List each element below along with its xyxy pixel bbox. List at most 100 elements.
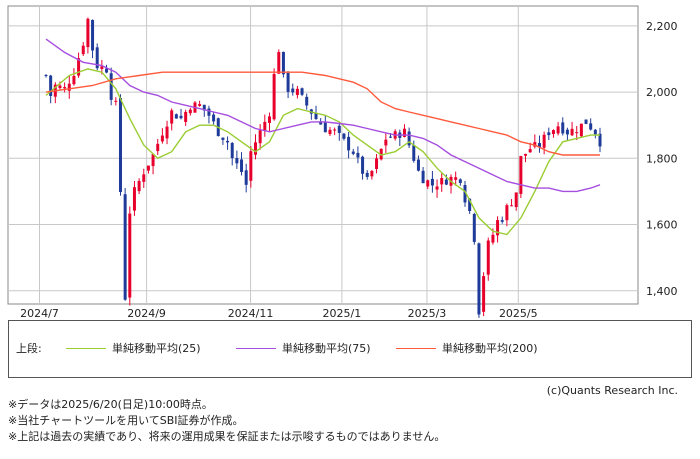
candle-body: [258, 130, 262, 144]
candle-body: [472, 213, 476, 242]
candle-body: [556, 126, 560, 134]
candle-body: [412, 145, 416, 161]
candle-body: [151, 154, 155, 167]
candle-body: [402, 128, 406, 137]
candle-body: [342, 133, 346, 139]
legend-swatch-ma75: [236, 347, 276, 349]
x-tick-label: 2025/5: [499, 307, 538, 320]
candle-body: [361, 156, 365, 174]
note-1: ※データは2025/6/20(日足)10:00時点。: [8, 398, 213, 411]
candle-body: [524, 153, 528, 156]
candle-body: [202, 104, 206, 111]
ma-line-25: [45, 68, 600, 236]
candle-body: [579, 123, 583, 137]
candle-body: [416, 159, 420, 171]
candle-body: [444, 179, 448, 185]
candle-body: [575, 132, 579, 134]
candle-body: [295, 88, 299, 96]
candle-body: [81, 45, 85, 55]
candle-body: [179, 115, 183, 119]
candle-body: [146, 165, 150, 171]
price-chart: 1,400 1,600 1,800 2,000 2,200 2024/7 2024/9 202…: [7, 5, 678, 320]
x-tick-label: 2025/3: [408, 307, 447, 320]
candle-body: [551, 130, 555, 135]
candle-body: [188, 109, 192, 114]
candle-body: [491, 234, 495, 243]
candle-body: [137, 180, 141, 192]
candle-body: [435, 186, 439, 190]
candle-body: [272, 73, 276, 120]
candle-body: [519, 156, 523, 194]
candle-body: [244, 170, 248, 185]
candle-body: [44, 75, 48, 77]
candle-body: [533, 142, 537, 147]
plot-frame: [7, 5, 639, 305]
candle-body: [333, 129, 337, 131]
candle-body: [468, 198, 472, 212]
legend-label-ma200: 単純移動平均(200): [442, 342, 538, 355]
candle-body: [160, 135, 164, 142]
y-tick-label: 2,000: [646, 86, 678, 99]
candle-body: [221, 137, 225, 140]
candle-body: [365, 172, 369, 177]
candle-body: [500, 220, 504, 222]
candle-body: [547, 132, 551, 136]
candle-body: [212, 114, 216, 122]
candle-body: [118, 98, 122, 193]
candle-body: [565, 129, 569, 135]
y-tick-label: 1,600: [646, 219, 678, 232]
legend-swatch-ma200: [396, 347, 436, 349]
candle-body: [514, 192, 518, 208]
legend-label-ma25: 単純移動平均(25): [112, 342, 201, 355]
candle-body: [440, 178, 444, 185]
candle-body: [72, 75, 76, 85]
legend-item-ma75: 単純移動平均(75): [236, 340, 371, 356]
candle-body: [323, 122, 327, 133]
legend-label-ma75: 単純移動平均(75): [282, 342, 371, 355]
candle-body: [58, 85, 62, 89]
candle-body: [198, 104, 202, 106]
candle-body: [593, 129, 597, 135]
candle-body: [277, 52, 281, 74]
candle-body: [426, 180, 430, 187]
candle-body: [184, 112, 188, 122]
candle-body: [281, 51, 285, 75]
candle-body: [300, 88, 304, 95]
y-tick-label: 1,400: [646, 285, 678, 298]
candle-body: [226, 140, 230, 143]
candle-body: [230, 143, 234, 159]
candle-body: [319, 121, 323, 125]
candle-body: [407, 131, 411, 146]
candle-body: [454, 177, 458, 180]
candle-body: [314, 113, 318, 120]
candle-body: [253, 142, 257, 155]
copyright: (c)Quants Research Inc.: [546, 384, 678, 397]
candle-body: [267, 116, 271, 123]
candle-body: [347, 136, 351, 151]
candle-body: [356, 152, 360, 158]
candle-body: [109, 73, 113, 100]
candle-body: [165, 126, 169, 139]
ma-line-200: [45, 71, 600, 156]
candle-body: [598, 133, 602, 147]
legend-box: [8, 320, 692, 378]
candle-body: [86, 18, 90, 48]
candle-body: [156, 143, 160, 152]
candle-body: [584, 119, 588, 124]
note-3: ※上記は過去の実績であり、将来の運用成果を保証または示唆するものではありません。: [8, 430, 446, 443]
candle-body: [132, 187, 136, 211]
candle-body: [589, 123, 593, 130]
candle-body: [528, 149, 532, 153]
candle-body: [286, 72, 290, 92]
x-tick-label: 2024/11: [228, 307, 274, 320]
candle-body: [486, 240, 490, 275]
candle-body: [370, 170, 374, 177]
candle-body: [63, 87, 67, 89]
candle-body: [100, 66, 104, 70]
candle-body: [128, 213, 132, 298]
candle-body: [114, 100, 118, 102]
candle-body: [351, 151, 355, 154]
candle-body: [561, 122, 565, 134]
candle-body: [170, 110, 174, 124]
candle-body: [105, 68, 109, 73]
